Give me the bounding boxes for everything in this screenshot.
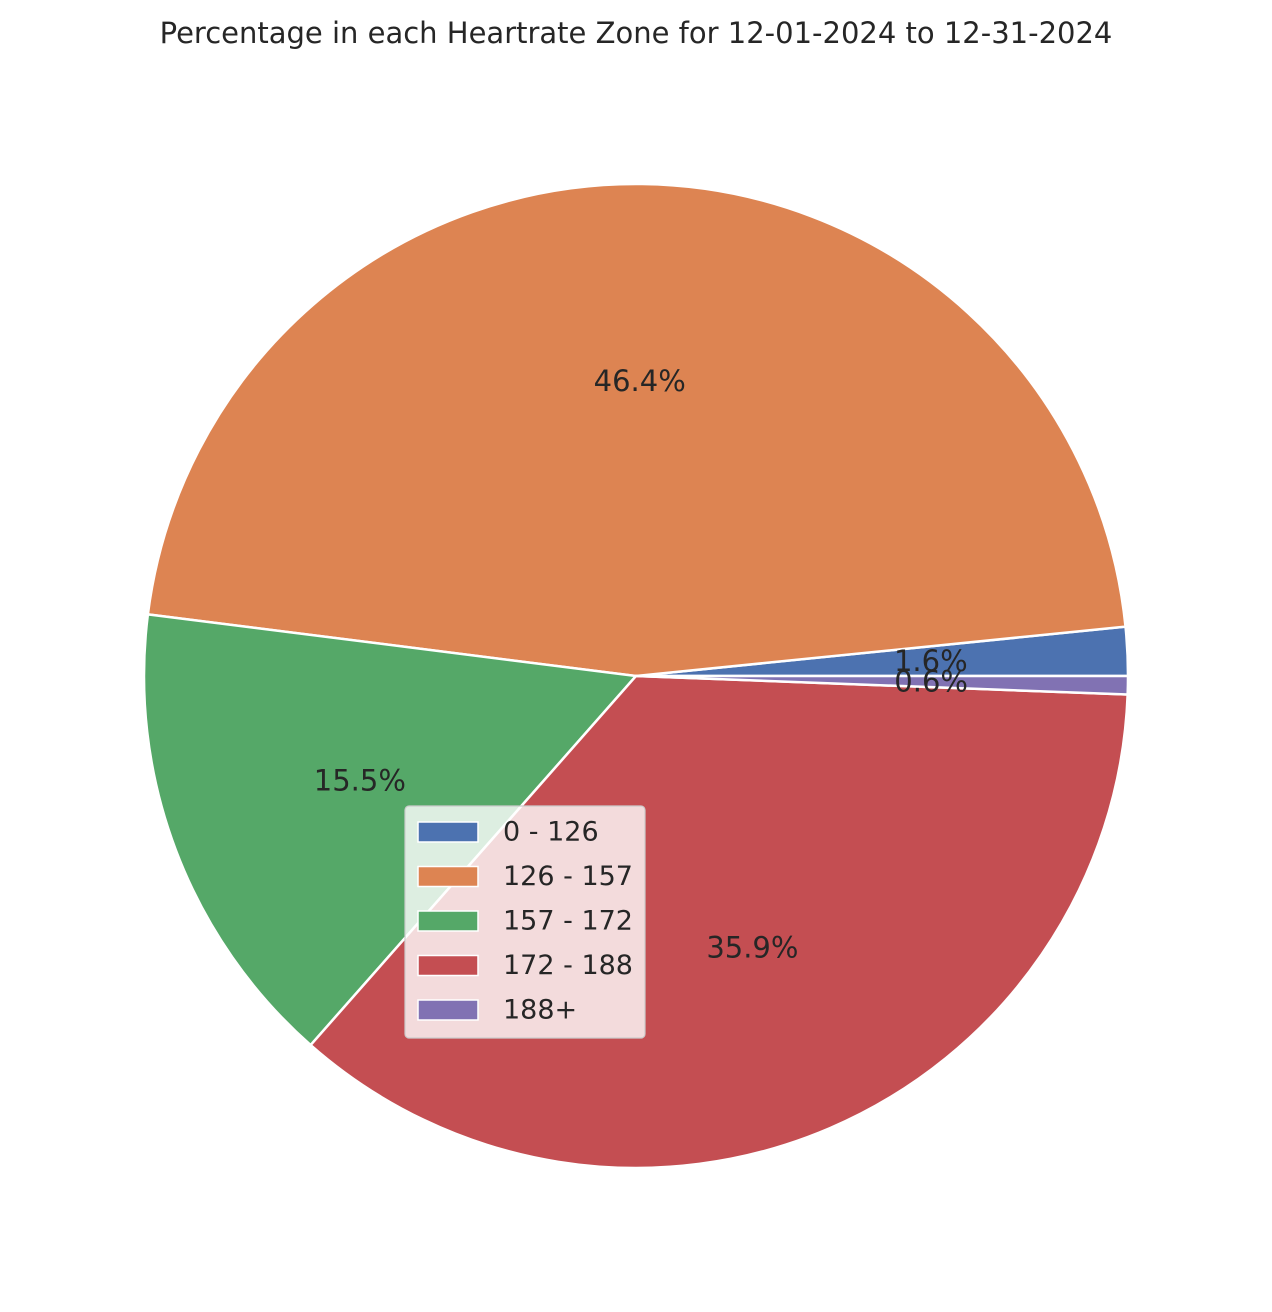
pie-percent-labels: 1.6% 46.4% 15.5% 35.9% 0.6% <box>314 364 968 964</box>
legend-label: 172 - 188 <box>503 950 633 981</box>
pie-slice <box>142 613 638 1047</box>
legend: 0 - 126 126 - 157 157 - 172 172 - 188 188+ <box>404 805 646 1039</box>
legend-swatch <box>417 999 479 1021</box>
percent-label: 15.5% <box>314 763 406 797</box>
legend-label: 188+ <box>503 995 577 1026</box>
legend-swatch <box>417 821 479 843</box>
pie-slice <box>309 674 1129 1170</box>
legend-swatch <box>417 954 479 977</box>
percent-label: 1.6% <box>894 644 968 678</box>
legend-frame <box>404 805 646 1039</box>
percent-label: 35.9% <box>706 930 798 964</box>
legend-label: 0 - 126 <box>503 817 599 848</box>
legend-swatch <box>417 865 479 888</box>
percent-label: 46.4% <box>594 364 686 398</box>
chart-title: Percentage in each Heartrate Zone for 12… <box>160 16 1113 50</box>
pie-slice <box>146 182 1127 678</box>
legend-label: 157 - 172 <box>503 906 633 937</box>
legend-swatch <box>417 910 479 932</box>
pie-slice <box>634 674 1130 696</box>
pie-slices <box>142 182 1130 1170</box>
legend-label: 126 - 157 <box>503 861 633 892</box>
percent-label: 0.6% <box>894 665 968 699</box>
